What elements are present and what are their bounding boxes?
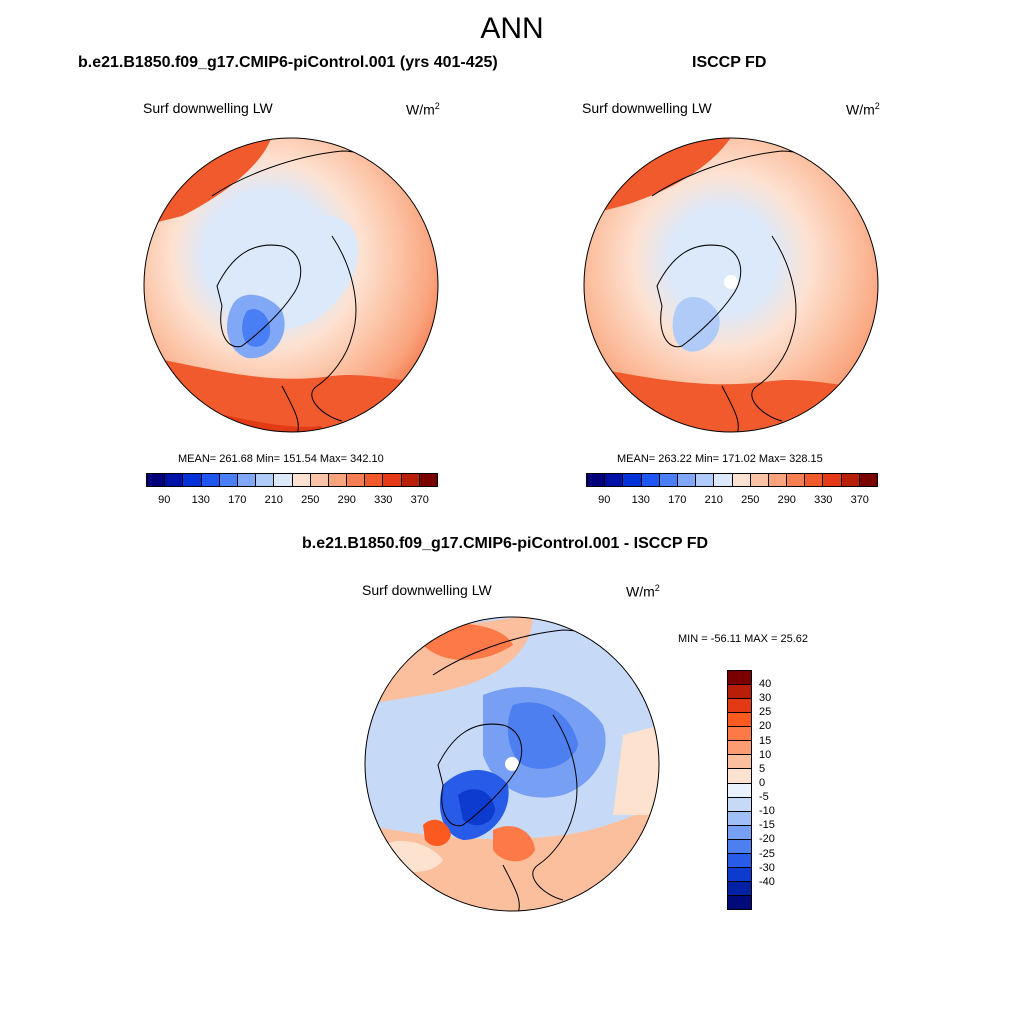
colorbar-swatch [728, 755, 751, 770]
colorbar-tick-label: 290 [777, 494, 796, 506]
diff-colorbar [727, 670, 752, 910]
colorbar-swatch [347, 474, 366, 486]
colorbar-swatch [237, 474, 257, 486]
colorbar-swatch [728, 839, 751, 854]
colorbar-tick-label: 5 [759, 762, 766, 775]
colorbar-tick-label: 290 [337, 494, 356, 506]
colorbar-tick-label: 130 [631, 494, 650, 506]
colorbar-swatch [768, 474, 788, 486]
obs-variable-label: Surf downwelling LW [582, 100, 712, 116]
colorbar-swatch [859, 474, 877, 486]
colorbar-tick-label: 370 [850, 494, 869, 506]
colorbar-tick-label: 30 [759, 692, 772, 705]
colorbar-tick-label: -20 [759, 833, 775, 846]
colorbar-swatch [677, 474, 697, 486]
model-stats: MEAN= 261.68 Min= 151.54 Max= 342.10 [178, 453, 384, 465]
colorbar-tick-label: -5 [759, 791, 769, 804]
colorbar-swatch [728, 825, 751, 840]
obs-panel-title: ISCCP FD [692, 54, 767, 71]
colorbar-swatch [787, 474, 806, 486]
obs-stats: MEAN= 263.22 Min= 171.02 Max= 328.15 [617, 453, 823, 465]
colorbar-swatch [728, 741, 751, 756]
colorbar-swatch [728, 713, 751, 728]
colorbar-tick-label: 170 [228, 494, 247, 506]
colorbar-swatch [728, 699, 751, 714]
diff-variable-label: Surf downwelling LW [362, 582, 492, 598]
colorbar-swatch [605, 474, 624, 486]
colorbar-tick-label: 370 [410, 494, 429, 506]
colorbar-swatch [841, 474, 860, 486]
colorbar-tick-label: 210 [264, 494, 283, 506]
colorbar-swatch [256, 474, 275, 486]
colorbar-tick-label: 90 [158, 494, 171, 506]
colorbar-swatch [750, 474, 769, 486]
colorbar-swatch [728, 867, 751, 882]
colorbar-tick-label: 330 [814, 494, 833, 506]
colorbar-swatch [823, 474, 842, 486]
colorbar-swatch [659, 474, 678, 486]
model-colorbar [146, 473, 438, 487]
colorbar-swatch [201, 474, 220, 486]
colorbar-tick-label: 330 [374, 494, 393, 506]
diff-units-label: W/m2 [626, 583, 660, 600]
colorbar-swatch [728, 853, 751, 868]
diff-panel-title: b.e21.B1850.f09_g17.CMIP6-piControl.001 … [302, 535, 709, 552]
colorbar-swatch [728, 783, 751, 798]
colorbar-tick-label: 40 [759, 678, 772, 691]
colorbar-swatch [219, 474, 238, 486]
colorbar-tick-label: 10 [759, 748, 772, 761]
colorbar-swatch [696, 474, 715, 486]
colorbar-tick-label: -25 [759, 847, 775, 860]
colorbar-swatch [623, 474, 642, 486]
colorbar-tick-label: 20 [759, 720, 772, 733]
colorbar-tick-label: 90 [598, 494, 611, 506]
colorbar-swatch [732, 474, 751, 486]
colorbar-swatch [383, 474, 402, 486]
colorbar-tick-label: -10 [759, 805, 775, 818]
colorbar-tick-label: 15 [759, 734, 772, 747]
colorbar-swatch [728, 797, 751, 812]
colorbar-swatch [147, 474, 166, 486]
colorbar-tick-label: 210 [704, 494, 723, 506]
colorbar-swatch [714, 474, 733, 486]
colorbar-tick-label: 25 [759, 706, 772, 719]
colorbar-tick-label: -40 [759, 875, 775, 888]
colorbar-swatch [419, 474, 437, 486]
colorbar-swatch [728, 685, 751, 700]
obs-polar-map [583, 137, 879, 433]
colorbar-swatch [587, 474, 606, 486]
colorbar-swatch [401, 474, 420, 486]
figure-title: ANN [480, 12, 544, 45]
colorbar-swatch [165, 474, 184, 486]
colorbar-swatch [274, 474, 293, 486]
model-units-label: W/m2 [406, 101, 440, 118]
colorbar-swatch [641, 474, 660, 486]
colorbar-swatch [728, 769, 751, 784]
colorbar-tick-label: 250 [301, 494, 320, 506]
colorbar-tick-label: 170 [668, 494, 687, 506]
colorbar-swatch [292, 474, 311, 486]
obs-units-label: W/m2 [846, 101, 880, 118]
model-variable-label: Surf downwelling LW [143, 100, 273, 116]
colorbar-swatch [728, 881, 751, 896]
obs-colorbar [586, 473, 878, 487]
colorbar-tick-label: 250 [741, 494, 760, 506]
colorbar-swatch [310, 474, 329, 486]
model-polar-map [143, 137, 439, 433]
colorbar-swatch [728, 896, 751, 910]
colorbar-swatch [183, 474, 202, 486]
model-panel-title: b.e21.B1850.f09_g17.CMIP6-piControl.001 … [78, 54, 498, 71]
colorbar-swatch [728, 811, 751, 826]
colorbar-tick-label: -30 [759, 861, 775, 874]
colorbar-swatch [328, 474, 348, 486]
colorbar-tick-label: -15 [759, 819, 775, 832]
colorbar-swatch [365, 474, 384, 486]
colorbar-swatch [728, 727, 751, 742]
colorbar-tick-label: 130 [191, 494, 210, 506]
colorbar-swatch [805, 474, 824, 486]
diff-stats: MIN = -56.11 MAX = 25.62 [678, 633, 809, 645]
colorbar-tick-label: 0 [759, 776, 766, 789]
diff-polar-map [364, 616, 660, 912]
colorbar-swatch [728, 671, 751, 686]
